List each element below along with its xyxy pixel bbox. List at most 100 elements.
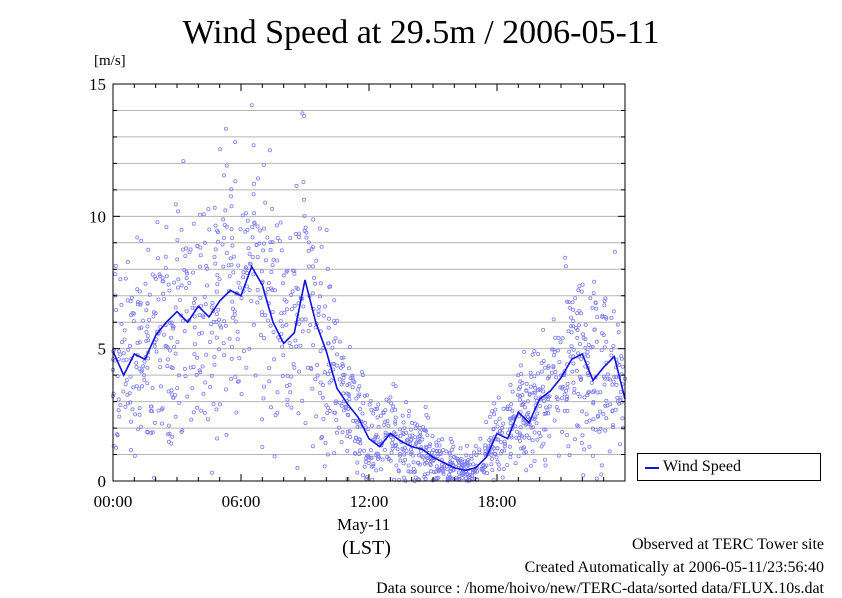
sample-point (201, 391, 206, 396)
sample-point (418, 449, 423, 454)
sample-point (325, 452, 330, 457)
sample-point (126, 347, 131, 352)
sample-point (601, 332, 606, 337)
sample-point (320, 395, 325, 400)
sample-point (156, 256, 161, 261)
sample-point (569, 344, 574, 349)
sample-point (314, 258, 319, 263)
sample-point (619, 354, 624, 359)
sample-point (560, 386, 565, 391)
sample-point (473, 444, 478, 449)
sample-point (359, 369, 364, 374)
sample-point (114, 445, 119, 450)
sample-point (597, 429, 602, 434)
sample-point (306, 328, 311, 333)
sample-point (296, 234, 301, 239)
sample-point (192, 342, 197, 347)
sample-point (333, 321, 338, 326)
sample-point (296, 322, 301, 327)
y-tick-label: 0 (98, 472, 107, 491)
sample-point (571, 324, 576, 329)
sample-point (203, 302, 208, 307)
sample-point (139, 424, 144, 429)
sample-point (158, 358, 163, 363)
sample-point (575, 311, 580, 316)
sample-point (202, 410, 207, 415)
sample-point (572, 390, 577, 395)
sample-point (228, 376, 233, 381)
sample-point (201, 212, 206, 217)
sample-point (214, 319, 219, 324)
sample-point (357, 448, 362, 453)
sample-point (209, 305, 214, 310)
sample-point (184, 269, 189, 274)
sample-point (498, 451, 503, 456)
sample-point (214, 335, 219, 340)
sample-point (536, 351, 541, 356)
sample-point (247, 288, 252, 293)
sample-point (521, 400, 526, 405)
sample-point (611, 425, 616, 430)
sample-point (134, 364, 139, 369)
sample-point (190, 386, 195, 391)
sample-point (302, 213, 307, 218)
sample-point (301, 304, 306, 309)
sample-point (218, 147, 223, 152)
sample-point (279, 248, 284, 253)
sample-point (345, 434, 350, 439)
sample-point (374, 468, 379, 473)
sample-point (270, 206, 275, 211)
sample-point (513, 461, 518, 466)
sample-point (339, 439, 344, 444)
sample-point (594, 306, 599, 311)
sample-point (616, 330, 621, 335)
sample-point (269, 286, 274, 291)
sample-point (496, 395, 501, 400)
sample-point (482, 470, 487, 475)
sample-point (382, 447, 387, 452)
sample-point (474, 452, 479, 457)
sample-point (230, 315, 235, 320)
sample-point (251, 272, 256, 277)
sample-point (150, 430, 155, 435)
sample-point (265, 235, 270, 240)
sample-point (282, 297, 287, 302)
sample-point (402, 426, 407, 431)
sample-point (397, 477, 402, 482)
sample-point (528, 384, 533, 389)
sample-point (565, 408, 570, 413)
sample-point (171, 326, 176, 331)
sample-point (251, 322, 256, 327)
sample-point (592, 279, 597, 284)
sample-point (212, 354, 217, 359)
sample-point (581, 335, 586, 340)
sample-point (558, 340, 563, 345)
sample-point (513, 424, 518, 429)
sample-point (224, 250, 229, 255)
sample-point (274, 258, 279, 263)
sample-point (259, 269, 264, 274)
sample-point (603, 296, 608, 301)
sample-point (291, 361, 296, 366)
sample-point (428, 469, 433, 474)
sample-point (334, 352, 339, 357)
sample-point (393, 384, 398, 389)
sample-point (170, 434, 175, 439)
sample-point (336, 425, 341, 430)
sample-point (472, 470, 477, 475)
sample-point (491, 426, 496, 431)
sample-point (383, 419, 388, 424)
sample-point (400, 413, 405, 418)
sample-point (156, 297, 161, 302)
sample-point (123, 404, 128, 409)
sample-point (496, 462, 501, 467)
sample-point (249, 298, 254, 303)
sample-point (530, 449, 535, 454)
sample-point (169, 320, 174, 325)
sample-point (456, 470, 461, 475)
sample-point (140, 318, 145, 323)
sample-point (209, 373, 214, 378)
sample-point (509, 402, 514, 407)
sample-point (169, 335, 174, 340)
sample-point (140, 368, 145, 373)
